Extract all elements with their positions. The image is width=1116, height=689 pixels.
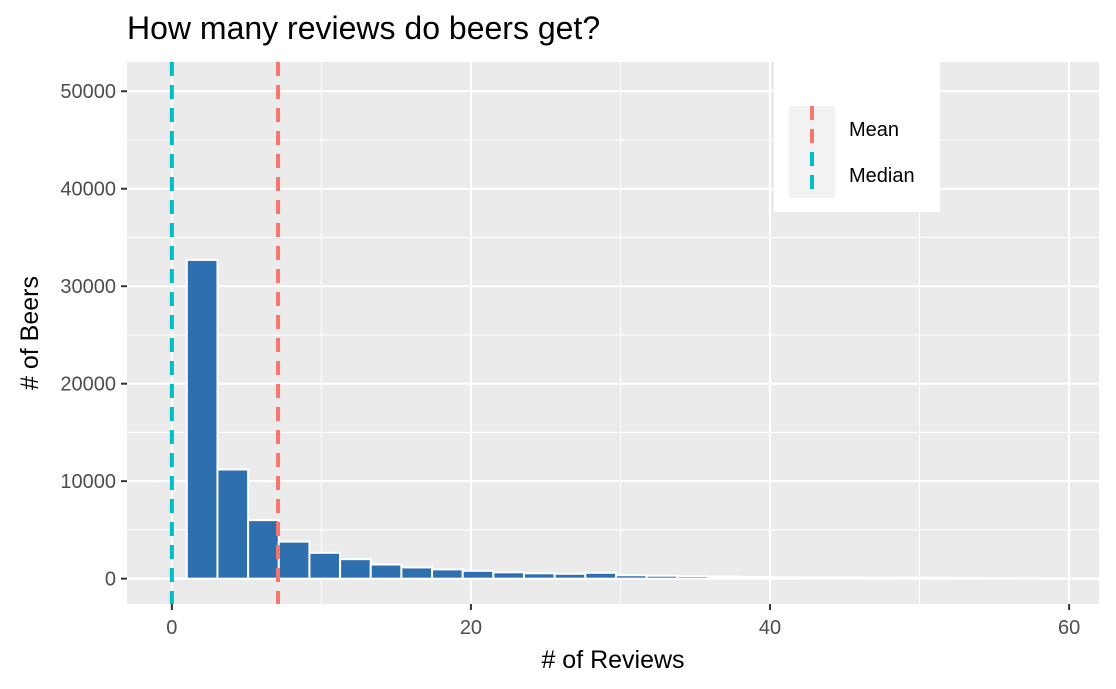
histogram-bar xyxy=(523,572,556,580)
bars xyxy=(185,258,1047,580)
y-tick-label: 50000 xyxy=(60,81,116,103)
histogram-bar xyxy=(890,576,924,580)
histogram-bar xyxy=(768,576,801,580)
histogram-bar xyxy=(645,574,679,580)
x-axis-title: # of Reviews xyxy=(541,646,684,674)
chart-title: How many reviews do beers get? xyxy=(127,10,600,46)
histogram-bar xyxy=(247,519,280,580)
y-tick-label: 30000 xyxy=(60,276,116,298)
legend: Mean Median xyxy=(774,62,940,212)
histogram-bar xyxy=(584,571,617,580)
histogram-bar xyxy=(614,574,648,580)
histogram-bar xyxy=(553,572,587,580)
legend-label-mean: Mean xyxy=(849,119,899,141)
histogram-bar xyxy=(277,540,311,580)
legend-label-median: Median xyxy=(849,165,915,187)
y-tick-label: 0 xyxy=(105,569,116,591)
histogram-bar xyxy=(308,551,342,580)
histogram-bar xyxy=(400,566,434,580)
histogram-bar xyxy=(706,575,740,580)
histogram-bar xyxy=(185,258,219,580)
histogram-bar xyxy=(431,568,464,580)
y-axis: 0 10000 20000 30000 40000 50000 xyxy=(60,81,127,591)
histogram-bar xyxy=(737,575,771,580)
x-axis: 0 20 40 60 xyxy=(166,604,1080,639)
histogram-bar xyxy=(952,576,985,580)
histogram-bar xyxy=(492,571,526,580)
histogram-bar xyxy=(369,563,403,580)
histogram-bar xyxy=(676,575,709,580)
x-tick-label: 0 xyxy=(166,617,177,639)
histogram-bar xyxy=(216,468,250,580)
histogram-bar xyxy=(461,569,495,580)
x-tick-label: 60 xyxy=(1058,617,1080,639)
x-tick-label: 20 xyxy=(460,617,482,639)
y-axis-title: # of Beers xyxy=(16,276,44,390)
histogram-bar xyxy=(829,576,863,580)
histogram-bar xyxy=(921,576,955,580)
y-tick-label: 20000 xyxy=(60,374,116,396)
y-tick-label: 40000 xyxy=(60,179,116,201)
histogram-bar xyxy=(798,576,832,580)
y-tick-label: 10000 xyxy=(60,471,116,493)
histogram-bar xyxy=(860,576,893,580)
histogram-bar xyxy=(982,577,1016,580)
x-tick-label: 40 xyxy=(759,617,781,639)
histogram-bar xyxy=(339,558,372,580)
